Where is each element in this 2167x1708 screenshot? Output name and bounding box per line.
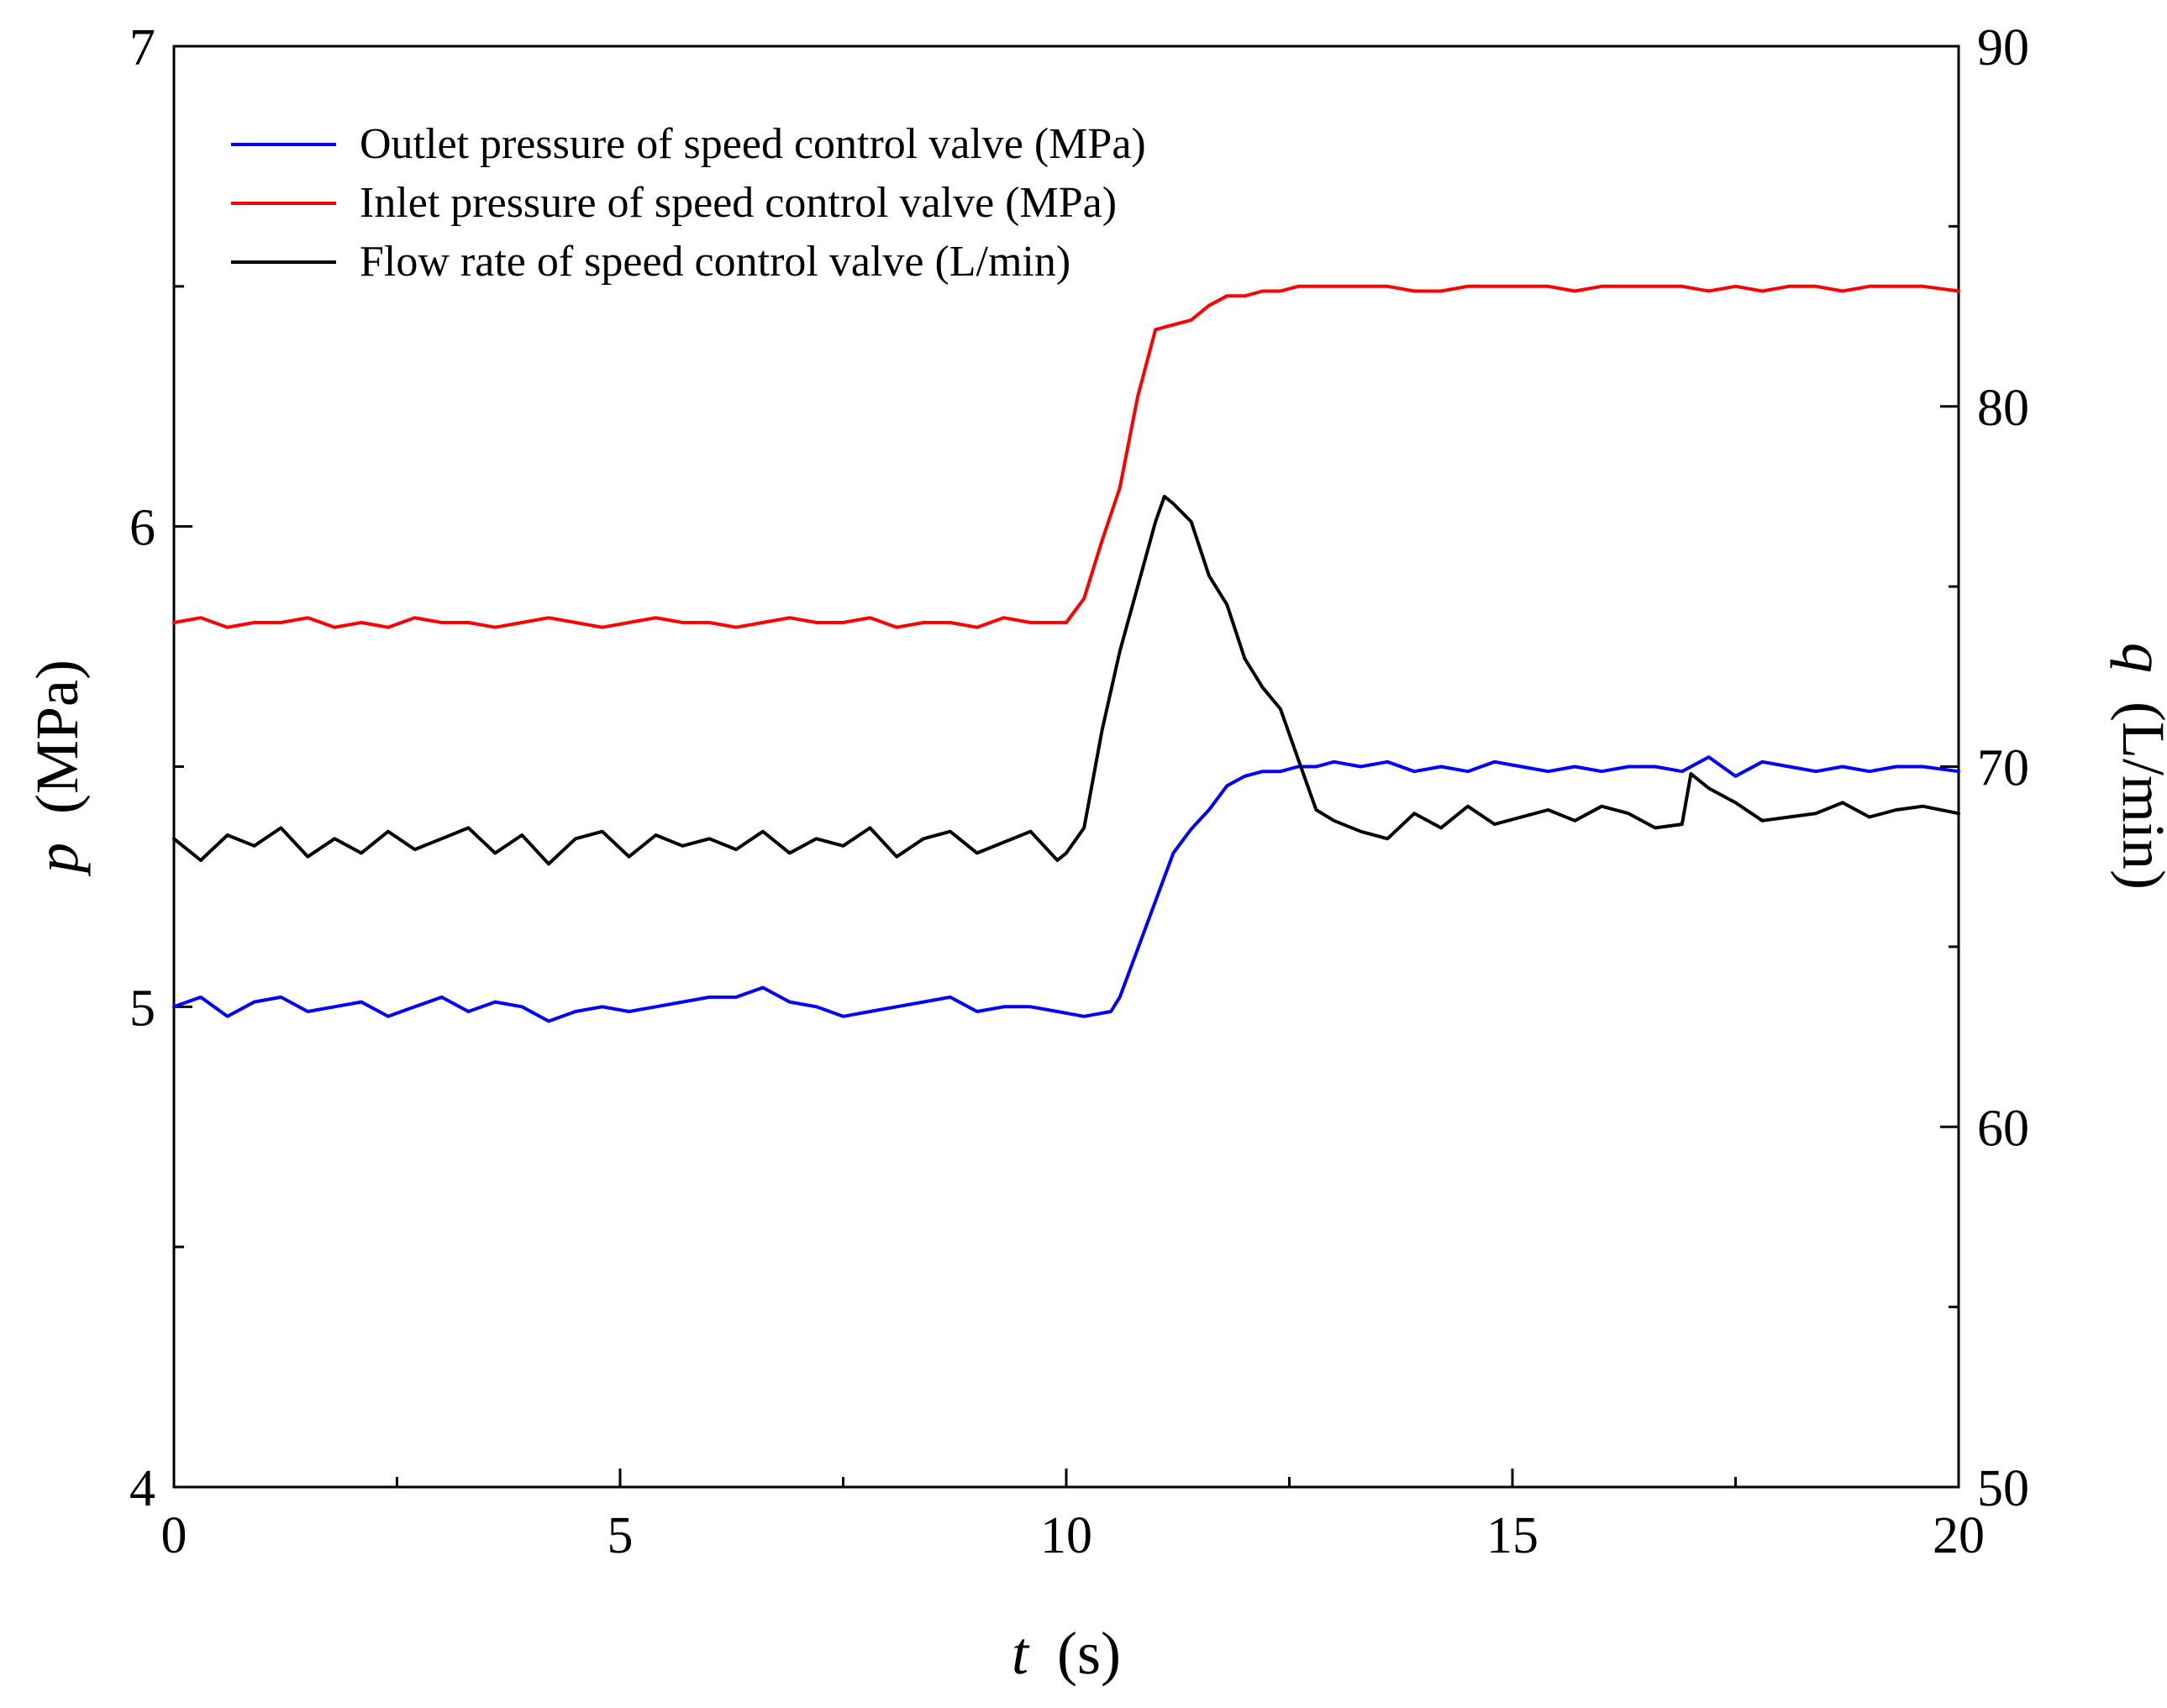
- series-lines: [172, 284, 1960, 1023]
- y-right-tick-label: 70: [1977, 740, 2029, 797]
- y-left-axis-title: p (MPa): [24, 660, 91, 877]
- y-right-axis-title: q (L/min): [2110, 643, 2167, 890]
- x-axis-symbol: t: [1012, 1620, 1030, 1687]
- x-tick-label: 0: [161, 1507, 187, 1564]
- y-left-axis-symbol: p: [24, 843, 91, 877]
- y-left-axis-unit: (MPa): [24, 660, 91, 814]
- outlet-pressure-line: [172, 755, 1960, 1023]
- y-right-tick-label: 80: [1977, 380, 2029, 437]
- y-left-tick-label: 7: [129, 19, 155, 76]
- legend: Outlet pressure of speed control valve (…: [231, 120, 1146, 286]
- y-right-axis-symbol: q: [2110, 643, 2167, 673]
- legend-label-outlet: Outlet pressure of speed control valve (…: [360, 120, 1146, 168]
- x-tick-label: 15: [1486, 1507, 1538, 1564]
- x-axis-title: t (s): [1012, 1620, 1121, 1687]
- legend-label-inlet: Inlet pressure of speed control valve (M…: [360, 179, 1117, 227]
- y-right-tick-label: 90: [1977, 19, 2029, 76]
- y-left-tick-label: 4: [129, 1460, 155, 1517]
- y-left-tick-label: 5: [129, 980, 155, 1037]
- axis-tick-labels: 0 5 10 15 20 4 5 6 7 50 60 70 80 90: [129, 19, 2029, 1564]
- x-tick-label: 5: [607, 1507, 634, 1564]
- x-axis-unit: (s): [1057, 1620, 1121, 1687]
- inlet-pressure-line: [172, 284, 1960, 629]
- y-right-tick-label: 50: [1977, 1460, 2029, 1517]
- x-tick-label: 10: [1040, 1507, 1092, 1564]
- y-right-axis-unit: (L/min): [2110, 702, 2167, 890]
- y-right-tick-label: 60: [1977, 1100, 2029, 1157]
- legend-label-flow: Flow rate of speed control valve (L/min): [360, 238, 1070, 286]
- flow-rate-line: [172, 494, 1960, 866]
- x-tick-label: 20: [1933, 1507, 1985, 1564]
- y-left-tick-label: 6: [129, 500, 155, 557]
